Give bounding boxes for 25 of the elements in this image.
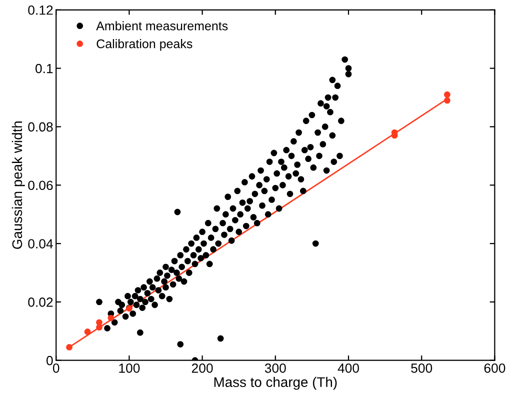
point [444, 97, 450, 104]
x-axis-title: Mass to charge (Th) [214, 376, 337, 390]
x-tick-label: 0 [52, 363, 60, 373]
x-tick-label: 500 [411, 363, 432, 373]
legend-label: Ambient measurements [96, 21, 228, 30]
y-axis-title: Gaussian peak width [12, 122, 25, 249]
x-tick-label: 100 [119, 363, 140, 373]
x-tick-label: 200 [192, 363, 213, 373]
y-tick-label: 0.04 [28, 239, 53, 248]
point [66, 344, 72, 350]
point [96, 319, 102, 326]
x-tick-label: 600 [484, 363, 506, 373]
y-tick-label: 0.06 [28, 180, 53, 190]
point [444, 91, 450, 98]
x-tick-label: 300 [264, 363, 286, 373]
point [84, 328, 91, 335]
point [96, 324, 102, 331]
legend-label: Calibration peaks [96, 39, 192, 51]
point [108, 314, 114, 322]
x-tick-label: 400 [338, 363, 359, 373]
y-tick-label: 0 [46, 356, 53, 366]
y-tick-label: 0.12 [28, 5, 53, 15]
y-tick-label: 0.1 [35, 64, 53, 74]
y-tick-label: 0.08 [28, 122, 53, 132]
y-tick-label: 0.02 [28, 298, 53, 307]
